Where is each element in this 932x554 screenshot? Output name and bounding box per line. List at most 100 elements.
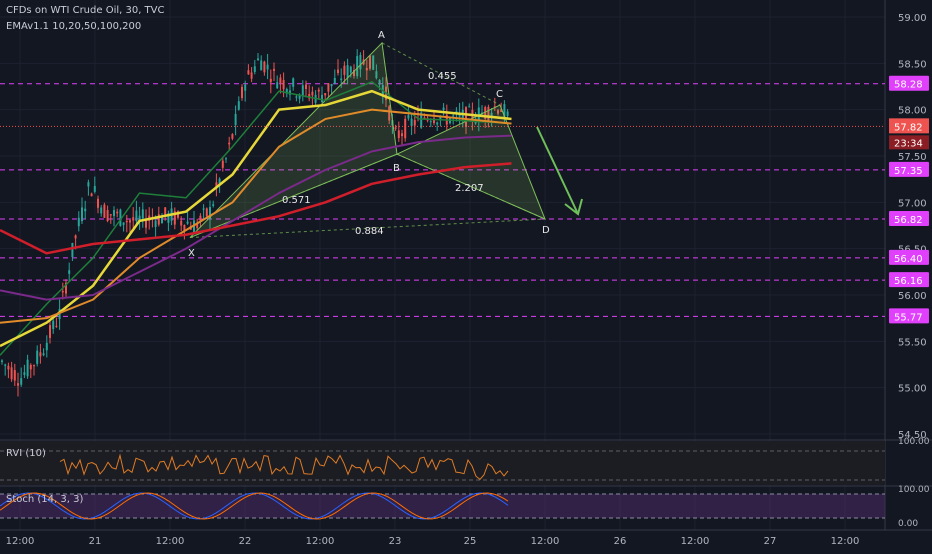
candle-body (266, 64, 269, 70)
rvi-line (59, 453, 509, 481)
candle-body (244, 84, 247, 91)
candle-body (93, 185, 96, 192)
candle-body (234, 113, 237, 126)
candle-body (301, 85, 304, 96)
time-axis-label: 25 (464, 536, 477, 547)
candle-body (407, 115, 410, 119)
candle-body (116, 211, 119, 214)
candle-body (311, 91, 314, 96)
candle-body (196, 222, 199, 228)
candle-body (439, 116, 442, 120)
candle-body (228, 142, 231, 145)
candle-body (20, 378, 23, 385)
candle-body (253, 66, 256, 72)
ema-series-line (0, 81, 512, 356)
candle-body (359, 54, 362, 70)
candle-body (205, 208, 208, 217)
candle-body (215, 182, 218, 189)
candle-body (378, 79, 381, 85)
price-tick-label: 56.00 (898, 291, 927, 302)
candle-body (369, 55, 371, 69)
candle-body (33, 365, 35, 367)
level-price-label: 56.82 (894, 215, 923, 226)
candle-body (375, 71, 378, 79)
time-axis-label: 27 (764, 536, 777, 547)
candle-body (404, 118, 407, 139)
candle-body (129, 220, 131, 223)
candle-body (17, 383, 19, 386)
candle-body (109, 214, 112, 216)
candle-body (1, 360, 3, 362)
level-price-tag (889, 211, 929, 227)
candle-body (164, 207, 167, 217)
candle-body (49, 325, 51, 338)
candle-body (45, 342, 48, 351)
pattern-ratio-line (189, 153, 398, 239)
candle-body (87, 182, 90, 187)
price-tick-label: 55.50 (898, 337, 927, 348)
candle-body (135, 210, 138, 221)
time-axis-label: 12:00 (681, 536, 710, 547)
countdown-tag (889, 135, 929, 150)
candle-body (484, 107, 487, 119)
candle-body (298, 94, 301, 99)
level-price-tag (889, 308, 929, 324)
pattern-ratio-label: 0.884 (355, 226, 384, 237)
candle-body (71, 242, 74, 258)
candle-body (157, 214, 160, 225)
candle-body (4, 364, 7, 366)
current-price-label: 57.82 (894, 122, 923, 133)
pattern-ratio-line (381, 42, 501, 106)
candle-body (29, 364, 32, 370)
pattern-point-label: B (393, 163, 400, 174)
candle-body (177, 211, 179, 218)
pattern-ratio-label: 2.207 (455, 183, 484, 194)
candle-body (68, 270, 71, 274)
level-price-label: 57.35 (894, 166, 923, 177)
candle-body (97, 198, 99, 208)
rvi-tick-label: 100.00 (898, 437, 930, 447)
projection-arrow (536, 126, 579, 215)
stoch-tick-label: 0.00 (898, 519, 918, 529)
candle-body (468, 106, 471, 108)
candle-body (161, 216, 163, 224)
candle-body (429, 121, 432, 123)
candle-body (497, 110, 499, 114)
candle-body (452, 115, 455, 117)
candle-body (132, 217, 135, 221)
pattern-ratio-label: 0.455 (428, 71, 457, 82)
stoch-d-line (0, 492, 509, 520)
candle-body (346, 65, 349, 78)
candle-body (269, 78, 272, 83)
candle-body (202, 208, 205, 210)
candle-body (317, 89, 320, 92)
candle-body (282, 80, 285, 90)
ema-series-line (0, 134, 512, 301)
candle-body (506, 111, 509, 116)
candle-body (183, 225, 186, 232)
ema-series-line (0, 108, 512, 324)
time-axis-label: 22 (239, 536, 252, 547)
candle-body (237, 101, 240, 110)
price-tick-label: 55.00 (898, 384, 927, 395)
candle-body (372, 55, 375, 70)
level-price-tag (889, 75, 929, 91)
candle-body (173, 211, 176, 225)
candle-body (212, 204, 215, 206)
candle-body (413, 120, 416, 126)
candle-body (61, 290, 64, 293)
candle-body (209, 207, 211, 220)
countdown-label: 23:34 (894, 138, 923, 149)
candle-body (23, 372, 26, 375)
time-axis-label: 23 (389, 536, 402, 547)
candle-body (257, 58, 259, 61)
candle-body (420, 112, 423, 128)
candle-body (250, 72, 253, 79)
candle-body (503, 104, 506, 119)
candle-body (465, 107, 467, 127)
candle-body (154, 220, 157, 228)
candle-body (433, 118, 435, 124)
candle-body (199, 215, 202, 221)
candle-body (273, 68, 275, 71)
